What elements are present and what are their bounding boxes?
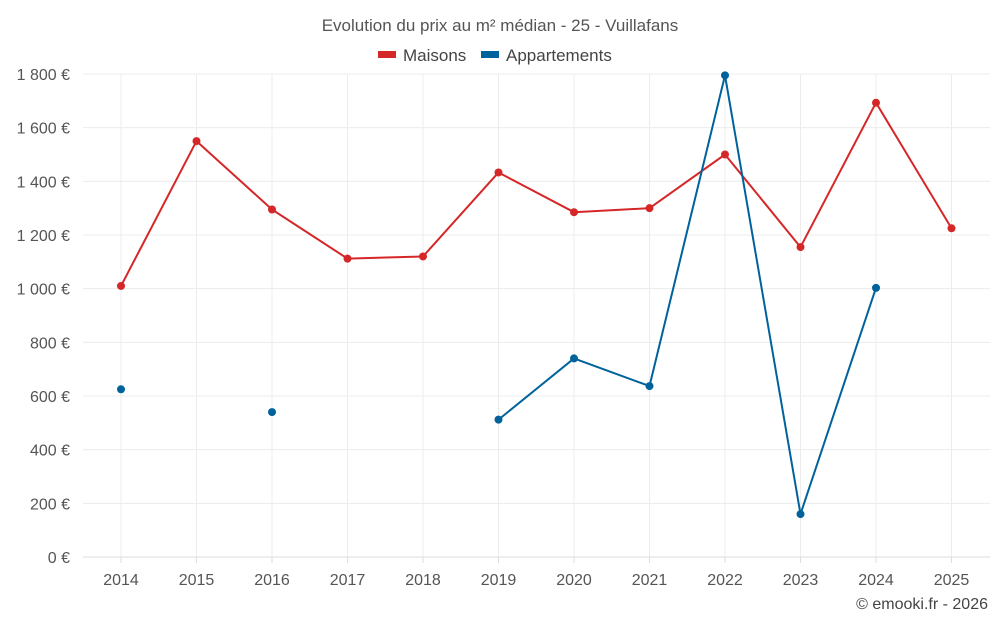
series-line-segment xyxy=(271,208,349,260)
legend-label: Appartements xyxy=(506,46,612,65)
series-line-segment xyxy=(648,153,726,209)
series-line-segment xyxy=(195,140,273,211)
legend[interactable]: Maisons Appartements xyxy=(378,46,612,65)
series-line-segment xyxy=(347,255,424,260)
series-line-segment xyxy=(497,357,575,421)
y-tick-label: 1 200 € xyxy=(17,228,70,245)
x-axis: 2014 2015 2016 2017 2018 2019 2020 2021 2022 2023… xyxy=(103,557,969,589)
data-point[interactable] xyxy=(343,254,352,263)
y-tick-label: 1 800 € xyxy=(17,67,70,84)
y-axis: 0 € 200 € 400 € 600 € 800 € 1 000 € 1 200 € 1 4… xyxy=(17,67,70,567)
legend-item-appartements[interactable]: Appartements xyxy=(481,46,612,65)
data-point[interactable] xyxy=(268,205,276,214)
data-point[interactable] xyxy=(721,150,729,159)
x-tick-label: 2022 xyxy=(707,572,743,589)
x-tick-label: 2024 xyxy=(858,572,894,589)
data-point[interactable] xyxy=(192,137,201,146)
y-tick-label: 400 € xyxy=(30,443,70,460)
series-line-segment xyxy=(573,207,650,214)
data-point[interactable] xyxy=(796,243,805,252)
legend-label: Maisons xyxy=(403,46,466,65)
series-line-segment xyxy=(120,140,198,287)
x-tick-label: 2019 xyxy=(481,572,517,589)
chart-title: Evolution du prix au m² médian - 25 - Vu… xyxy=(322,16,679,35)
data-point[interactable] xyxy=(872,283,880,292)
y-tick-label: 1 400 € xyxy=(17,174,70,191)
data-point[interactable] xyxy=(419,252,427,261)
series-line-segment xyxy=(573,357,650,388)
series-line-segment xyxy=(724,75,802,515)
data-point[interactable] xyxy=(570,354,578,363)
series-line-segment xyxy=(724,153,802,248)
series-line-segment xyxy=(875,102,953,229)
data-point[interactable] xyxy=(494,168,503,177)
data-point[interactable] xyxy=(494,415,503,424)
data-point[interactable] xyxy=(645,382,654,391)
y-tick-label: 600 € xyxy=(30,389,70,406)
data-point[interactable] xyxy=(947,224,956,233)
series-line-segment xyxy=(648,75,726,387)
data-point[interactable] xyxy=(872,98,880,107)
legend-item-maisons[interactable]: Maisons xyxy=(378,46,466,65)
series-maisons xyxy=(117,98,956,290)
legend-swatch xyxy=(378,51,396,58)
data-point[interactable] xyxy=(117,281,125,290)
data-point[interactable] xyxy=(721,71,729,80)
data-point[interactable] xyxy=(268,408,276,417)
x-tick-label: 2021 xyxy=(632,572,668,589)
y-tick-label: 1 600 € xyxy=(17,121,70,138)
x-tick-label: 2023 xyxy=(783,572,819,589)
x-tick-label: 2016 xyxy=(254,572,290,589)
y-tick-label: 0 € xyxy=(48,550,70,567)
x-tick-label: 2025 xyxy=(934,572,970,589)
y-tick-label: 200 € xyxy=(30,496,70,513)
grid xyxy=(83,73,990,558)
series-appartements xyxy=(117,71,880,519)
y-tick-label: 1 000 € xyxy=(17,282,70,299)
series-layer xyxy=(117,71,956,519)
series-line-segment xyxy=(799,102,877,248)
data-point[interactable] xyxy=(570,208,578,217)
series-line-segment xyxy=(498,171,575,214)
x-tick-label: 2020 xyxy=(556,572,592,589)
x-tick-label: 2018 xyxy=(405,572,441,589)
x-tick-label: 2017 xyxy=(330,572,366,589)
data-point[interactable] xyxy=(117,385,125,394)
y-tick-label: 800 € xyxy=(30,335,70,352)
series-line-segment xyxy=(422,171,500,258)
x-tick-label: 2014 xyxy=(103,572,139,589)
x-tick-label: 2015 xyxy=(179,572,215,589)
data-point[interactable] xyxy=(796,510,805,519)
series-line-segment xyxy=(799,287,877,515)
legend-swatch xyxy=(481,51,499,58)
credit-text: © emooki.fr - 2026 xyxy=(856,596,988,613)
data-point[interactable] xyxy=(645,204,654,213)
